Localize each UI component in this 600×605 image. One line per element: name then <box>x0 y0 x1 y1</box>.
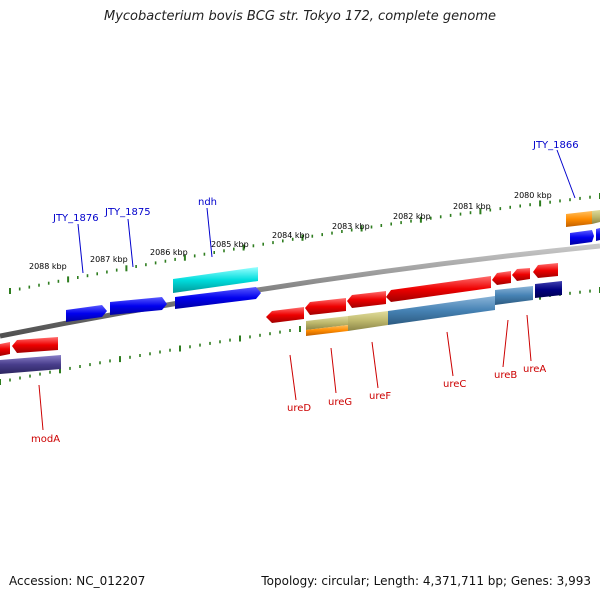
gene-arrow-ured[interactable] <box>266 307 304 323</box>
gene-arrow-left-edge-1[interactable] <box>0 342 10 356</box>
gene-arrow-urea-small[interactable] <box>512 268 530 281</box>
topology-text: Topology: circular; Length: 4,371,711 bp… <box>261 574 591 588</box>
scale-label-2084: 2084 kbp <box>272 231 310 240</box>
gene-arrow-ureb[interactable] <box>492 271 511 285</box>
feature-khaki-top[interactable] <box>592 210 600 224</box>
label-leaders <box>38 149 576 431</box>
gene-label-uref[interactable]: ureF <box>369 391 391 402</box>
gene-label-jty1876[interactable]: JTY_1876 <box>52 213 99 224</box>
scale-label-2088: 2088 kbp <box>29 262 67 271</box>
gene-label-jty1866[interactable]: JTY_1866 <box>532 140 579 151</box>
gene-label-urea[interactable]: ureA <box>523 364 546 375</box>
feature-steel-urec[interactable] <box>388 296 495 325</box>
gene-label-jty1875[interactable]: JTY_1875 <box>104 207 151 218</box>
gene-arrow-ndh[interactable] <box>173 267 258 293</box>
gene-arrow-uref[interactable] <box>347 291 386 308</box>
outer-tick-track <box>9 193 600 294</box>
scale-label-2082: 2082 kbp <box>393 212 431 221</box>
feature-orange-ureg[interactable] <box>306 325 348 336</box>
scale-label-2081: 2081 kbp <box>453 202 491 211</box>
feature-orange-top[interactable] <box>566 211 592 227</box>
gene-arrow-jty1866[interactable] <box>570 230 594 245</box>
leader-uref <box>371 341 379 389</box>
gene-arrow-urec[interactable] <box>386 276 491 302</box>
scale-labels: 2080 kbp 2081 kbp 2082 kbp 2083 kbp 2084… <box>29 191 552 271</box>
feature-navy-urea[interactable] <box>535 281 562 298</box>
gene-arrow-urea[interactable] <box>533 263 558 278</box>
gene-arrow-edge[interactable] <box>596 228 600 241</box>
gene-arrow-moda-partner[interactable] <box>12 337 58 353</box>
gene-arrow-jty1875[interactable] <box>110 297 167 315</box>
gene-label-moda[interactable]: modA <box>31 434 60 445</box>
feature-khaki-uref[interactable] <box>348 311 388 331</box>
leader-ureg <box>330 347 337 394</box>
gene-label-ureg[interactable]: ureG <box>328 397 352 408</box>
leader-urea <box>526 314 532 362</box>
gene-label-ured[interactable]: ureD <box>287 403 311 414</box>
reverse-gene-track <box>0 263 562 374</box>
scale-label-2087: 2087 kbp <box>90 255 128 264</box>
gene-label-urec[interactable]: ureC <box>443 379 466 390</box>
leader-jty1866 <box>556 149 576 199</box>
gene-label-ureb[interactable]: ureB <box>494 370 517 381</box>
leader-ndh <box>206 207 213 258</box>
gene-arrow-jty1876[interactable] <box>66 305 107 322</box>
gene-arrow-ndh-cds[interactable] <box>175 287 261 309</box>
scale-label-2083: 2083 kbp <box>332 222 370 231</box>
gene-labels: JTY_1876 JTY_1875 ndh JTY_1866 ureD ureG… <box>31 140 579 445</box>
genome-backbone <box>0 243 600 339</box>
gene-arrow-ureg[interactable] <box>305 298 346 315</box>
accession-text: Accession: NC_012207 <box>9 574 146 588</box>
feature-slate-moda[interactable] <box>0 355 61 374</box>
leader-jty1875 <box>127 218 134 268</box>
scale-label-2085: 2085 kbp <box>211 240 249 249</box>
leader-ureb <box>502 319 509 368</box>
feature-steel-ureb[interactable] <box>495 286 533 305</box>
leader-urec <box>446 331 454 377</box>
scale-label-2080: 2080 kbp <box>514 191 552 200</box>
leader-jty1876 <box>77 223 84 274</box>
forward-gene-track <box>66 210 600 322</box>
scale-label-2086: 2086 kbp <box>150 248 188 257</box>
leader-moda <box>38 384 44 431</box>
gene-label-ndh[interactable]: ndh <box>198 197 217 208</box>
map-title: Mycobacterium bovis BCG str. Tokyo 172, … <box>104 9 496 24</box>
leader-ured <box>289 354 297 401</box>
feature-khaki-ureg[interactable] <box>306 316 348 330</box>
